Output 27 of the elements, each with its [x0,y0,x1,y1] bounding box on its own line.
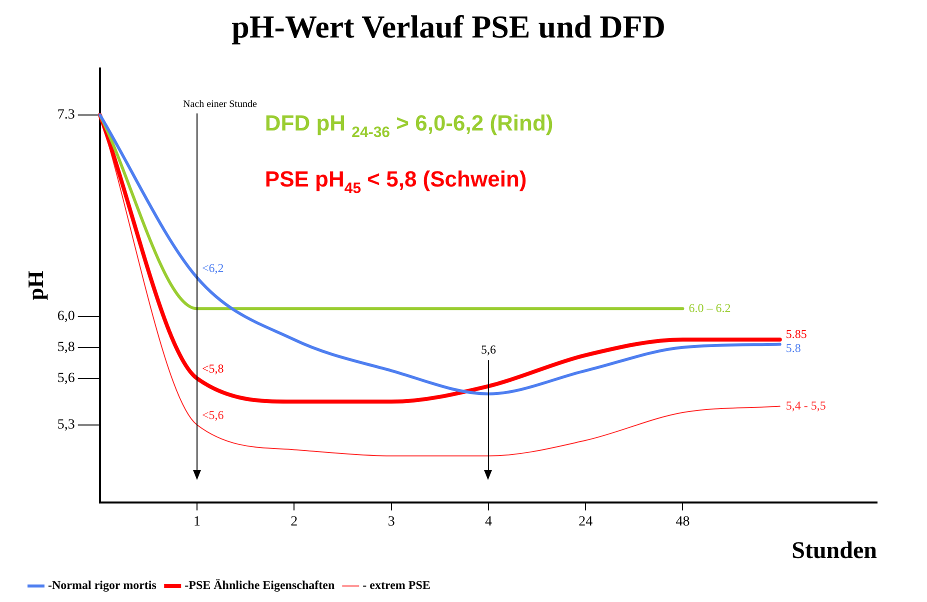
x-tick-label: 2 [290,514,298,530]
x-tick-label: 24 [578,514,593,530]
y-tick-label: 6,0 [57,309,75,324]
annotation: 5,6 [480,342,496,356]
y-tick-label: 5,8 [57,340,75,356]
data-label: 5.85 [786,327,807,342]
chart-title: pH-Wert Verlauf PSE und DFD [232,8,666,44]
data-label: <6,2 [202,260,224,275]
ref-line-label: Nach einer Stunde [183,99,258,110]
x-tick-label: 3 [388,514,395,530]
y-tick-label: 5,6 [57,371,75,386]
y-tick-label: 7.3 [57,108,75,123]
y-tick-label: 5,3 [57,418,75,433]
data-label: <5,6 [202,408,224,422]
x-tick-label: 1 [194,514,201,530]
legend-label: -PSE Ähnliche Eigenschaften [184,578,335,592]
data-label: 5,4 - 5,5 [786,398,826,412]
data-label: 5.8 [786,341,801,356]
x-tick-label: 4 [484,514,492,530]
data-label: <5,8 [202,362,224,376]
y-axis-title: pH [22,270,48,300]
x-tick-label: 48 [676,514,690,530]
x-axis-title: Stunden [792,538,877,564]
annotation: DFD pH 24-36 > 6,0-6,2 (Rind) [264,110,554,141]
legend-label: - extrem PSE [362,578,430,592]
legend-label: -Normal rigor mortis [48,578,157,592]
data-label: 6.0 – 6.2 [688,300,731,315]
